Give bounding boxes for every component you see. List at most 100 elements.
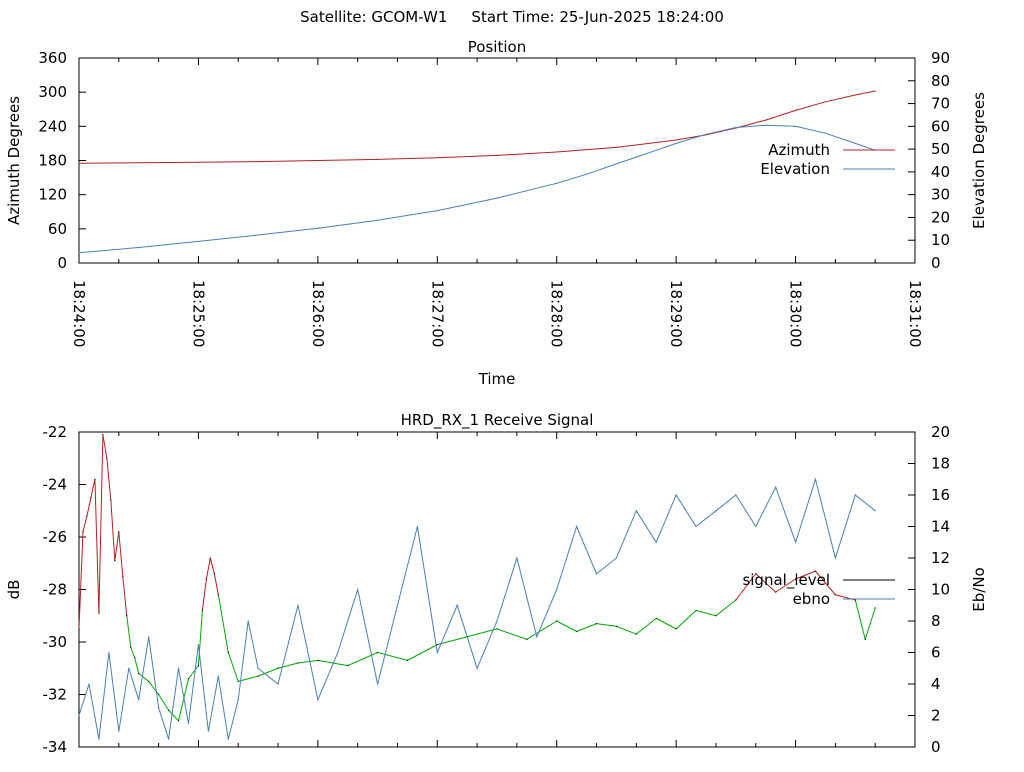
- series-elevation-point: [824, 132, 827, 134]
- series-signal-level-point: [277, 667, 279, 669]
- series-signal-level-segment: [102, 434, 108, 459]
- series-signal-level-segment: [238, 675, 259, 682]
- series-signal-level-point: [130, 646, 132, 648]
- y-tick-label: 180: [38, 152, 67, 170]
- series-ebno-line: [78, 477, 876, 740]
- series-ebno-point: [257, 667, 259, 669]
- series-ebno-point: [217, 675, 219, 677]
- y2-tick-label: 10: [931, 231, 950, 249]
- series-signal-level-point: [114, 560, 116, 562]
- series-signal-level-point: [86, 515, 88, 517]
- y2-tick-label: 30: [931, 186, 950, 204]
- series-signal-level-segment: [616, 625, 637, 635]
- series-signal-level-segment: [496, 628, 528, 640]
- series-signal-level-segment: [576, 623, 597, 632]
- y2-tick-label: 40: [931, 163, 950, 181]
- series-azimuth-point: [874, 90, 876, 92]
- x-tick-label: 18:29:00: [667, 280, 685, 347]
- series-signal-level-segment: [735, 573, 757, 601]
- series-signal-level-segment: [94, 479, 100, 614]
- series-ebno-point: [615, 557, 618, 559]
- series-elevation-point: [585, 173, 588, 175]
- series-signal-level-point: [227, 651, 229, 654]
- series-signal-level-point: [715, 615, 717, 617]
- series-azimuth-point: [376, 158, 379, 160]
- series-signal-level-point: [138, 672, 140, 675]
- series-signal-level-point: [217, 594, 219, 596]
- series-ebno-point: [794, 541, 797, 543]
- series-ebno-point: [536, 636, 538, 638]
- series-signal-level-segment: [134, 657, 140, 674]
- x-tick-label: 18:27:00: [428, 280, 446, 347]
- series-elevation-point: [376, 219, 379, 221]
- series-signal-level-segment: [675, 610, 697, 630]
- legend-label-elevation: Elevation: [760, 160, 830, 178]
- series-ebno-point: [78, 714, 80, 717]
- y2-tick-label: 4: [931, 675, 941, 693]
- series-azimuth-point: [675, 139, 677, 141]
- y2-tick-label: 0: [931, 254, 941, 272]
- y2-tick-label: 90: [931, 49, 950, 67]
- series-signal-level-segment: [815, 570, 836, 596]
- series-signal-level-segment: [467, 628, 498, 638]
- series-signal-level-segment: [347, 652, 378, 667]
- series-signal-level-point: [834, 594, 836, 596]
- series-signal-level-point: [317, 659, 319, 661]
- series-elevation-point: [645, 153, 647, 155]
- series-signal-level-segment: [126, 615, 132, 648]
- series-ebno-point: [118, 730, 120, 732]
- series-ebno-point: [476, 667, 478, 669]
- series-signal-level-point: [78, 628, 80, 630]
- series-signal-level-segment: [407, 644, 438, 661]
- series-azimuth-point: [78, 162, 80, 164]
- y-tick-label: -28: [43, 581, 68, 599]
- series-azimuth-point: [138, 162, 140, 164]
- series-signal-level-segment: [86, 497, 92, 517]
- x-axis-label: Time: [478, 370, 516, 388]
- series-azimuth-point: [615, 146, 618, 149]
- series-signal-level-segment: [437, 636, 468, 646]
- series-signal-level-point: [205, 578, 207, 580]
- series-ebno-point: [874, 510, 876, 512]
- y2-tick-label: 6: [931, 644, 941, 662]
- series-signal-level-point: [874, 607, 876, 609]
- series-elevation-point: [675, 142, 677, 145]
- series-signal-level-point: [695, 609, 697, 612]
- series-signal-level-point: [436, 644, 438, 646]
- y-tick-label: 120: [38, 186, 67, 204]
- series-ebno-point: [655, 541, 657, 543]
- series-elevation-point: [78, 252, 80, 254]
- series-signal-level-point: [209, 557, 211, 559]
- series-signal-level-point: [347, 665, 349, 667]
- series-signal-level-segment: [90, 479, 96, 498]
- series-elevation-point: [197, 240, 200, 242]
- series-signal-level-point: [237, 680, 239, 682]
- series-ebno-point: [88, 683, 90, 685]
- series-signal-level-segment: [82, 515, 88, 532]
- series-ebno-point: [108, 651, 110, 654]
- series-ebno-point: [695, 525, 697, 528]
- series-ebno-point: [416, 525, 418, 528]
- series-ebno-point: [148, 636, 150, 638]
- series-signal-level-point: [675, 628, 677, 630]
- series-signal-level-point: [148, 680, 150, 682]
- series-signal-level-segment: [217, 594, 229, 653]
- y2-tick-label: 50: [931, 140, 950, 158]
- series-signal-level-point: [526, 638, 528, 640]
- y2-tick-label: 8: [931, 612, 941, 630]
- series-ebno-point: [357, 588, 359, 591]
- series-signal-level-segment: [213, 573, 219, 595]
- series-ebno-point: [376, 683, 379, 685]
- series-signal-level-segment: [556, 620, 577, 632]
- series-signal-level-point: [775, 591, 777, 593]
- series-elevation-point: [556, 182, 558, 184]
- y2-tick-label: 10: [931, 581, 950, 599]
- series-signal-level-point: [102, 434, 104, 436]
- series-signal-level-point: [854, 599, 856, 601]
- series-signal-level-point: [82, 531, 84, 533]
- series-ebno-point: [715, 510, 717, 512]
- series-signal-level-segment: [636, 617, 657, 635]
- series-signal-level-point: [794, 578, 797, 580]
- y-tick-label: -34: [43, 738, 68, 756]
- series-signal-level-segment: [596, 623, 617, 627]
